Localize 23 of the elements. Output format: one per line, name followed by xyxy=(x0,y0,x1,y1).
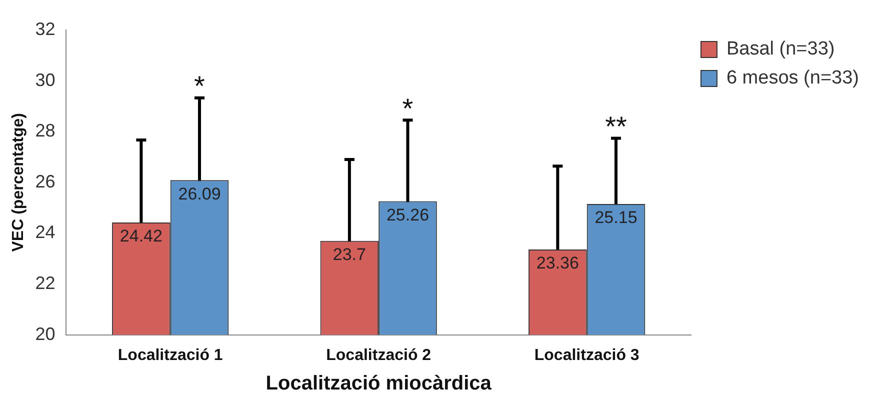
y-axis-title: VEC (percentatge) xyxy=(10,113,28,252)
y-tick-label: 20 xyxy=(35,324,56,344)
y-tick-label: 22 xyxy=(35,272,56,293)
annotation: * xyxy=(402,92,414,124)
annotation: * xyxy=(194,70,206,102)
y-tick-label: 24 xyxy=(35,222,56,242)
x-tick-label: Localització 1 xyxy=(118,346,223,364)
data-label: 25.15 xyxy=(594,208,638,228)
data-label: 23.36 xyxy=(536,254,579,273)
annotation: ** xyxy=(605,110,627,142)
y-tick-label: 30 xyxy=(35,70,56,90)
x-axis-title: Localització miocàrdica xyxy=(266,372,492,395)
legend-label: 6 mesos (n=33) xyxy=(726,68,860,89)
data-label: 26.09 xyxy=(178,184,221,204)
y-tick-label: 28 xyxy=(35,120,56,141)
data-label: 24.42 xyxy=(120,226,162,246)
data-label: 25.26 xyxy=(386,205,430,224)
y-tick-label: 32 xyxy=(35,18,56,39)
x-tick-label: Localització 2 xyxy=(326,346,432,364)
x-tick-label: Localització 3 xyxy=(534,346,640,364)
y-tick-label: 26 xyxy=(35,171,56,192)
data-label: 23.7 xyxy=(332,245,366,264)
legend-label: Basal (n=33) xyxy=(726,38,835,60)
